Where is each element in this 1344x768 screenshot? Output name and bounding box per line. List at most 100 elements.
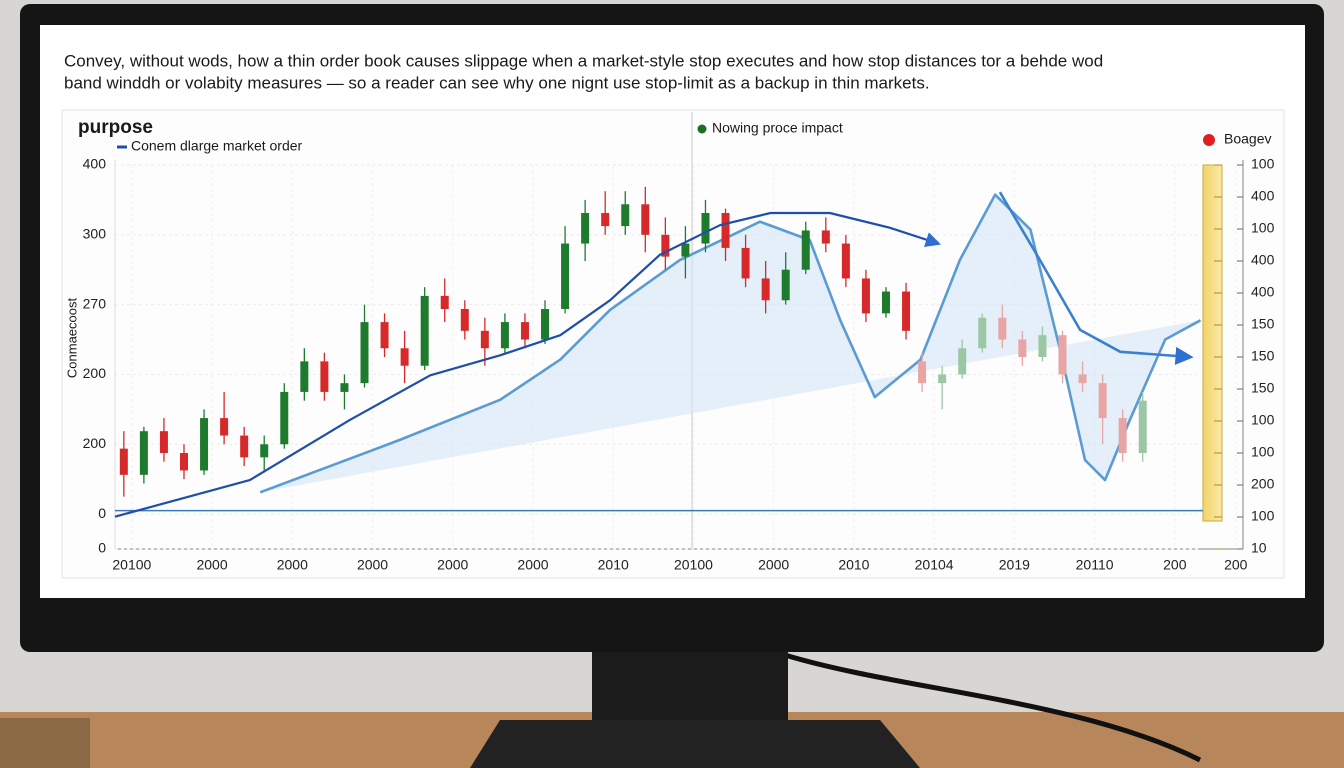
candle-body (621, 204, 630, 227)
monitor-base (470, 720, 920, 768)
candle-body (340, 383, 349, 392)
candle-body (958, 348, 967, 375)
candle-body (1038, 335, 1047, 357)
candle-body (280, 391, 289, 445)
candle-body (400, 348, 409, 366)
cable (784, 652, 1202, 763)
x-tick-label: 20110 (1076, 557, 1114, 573)
candle-body (159, 431, 168, 453)
chart-heading: purpose (78, 117, 153, 138)
candle-body (139, 431, 148, 475)
y-tick-label: 300 (83, 226, 107, 242)
candle-body (801, 230, 810, 270)
candle-body (420, 295, 429, 366)
candle-body (998, 317, 1007, 340)
x-tick-label: 20100 (112, 557, 151, 573)
line-series (259, 193, 1202, 494)
candle-body (701, 213, 710, 244)
candle-body (200, 418, 209, 471)
candle-body (918, 361, 927, 384)
candle-body (938, 374, 947, 384)
legend-dot (1203, 134, 1215, 146)
x-tick-label: 2000 (758, 557, 789, 573)
candle-body (1018, 339, 1027, 357)
candle-body (902, 291, 911, 331)
candle-body (721, 213, 730, 248)
x-tick-label: 2010 (838, 557, 869, 573)
candle-body (541, 309, 550, 340)
x-tick-label: 2000 (437, 557, 468, 573)
candle-body (440, 295, 449, 309)
x-tick-label: 2010 (598, 557, 629, 573)
candle-body (881, 291, 890, 314)
monitor-neck (592, 640, 788, 730)
candle-body (841, 243, 850, 279)
candle-body (1078, 374, 1087, 384)
legend-label: Nowing proce impact (712, 120, 843, 136)
candle-body (460, 309, 469, 331)
candle-body (741, 247, 750, 279)
candle-body (601, 213, 610, 227)
line-series (998, 191, 1194, 365)
x-tick-label: 2019 (999, 557, 1030, 573)
y2-tick-label: 100 (1251, 444, 1275, 460)
candle-body (480, 330, 489, 349)
y2-tick-label: 400 (1251, 252, 1275, 268)
y2-tick-label: 200 (1251, 476, 1275, 492)
y-tick-label: 0 (98, 540, 106, 556)
candle-body (1058, 335, 1067, 375)
candle-body (661, 234, 670, 257)
candle-body (641, 204, 650, 235)
legend-label: Conem dlarge market order (131, 138, 303, 154)
y-axis-label: Conmaecoost (64, 298, 79, 379)
y-tick-label: 200 (83, 365, 107, 381)
x-tick-label: 200 (1163, 557, 1187, 573)
x-tick-label: 200 (1224, 557, 1248, 573)
x-tick-label: 20100 (674, 557, 713, 573)
candle-body (179, 453, 188, 471)
candle-body (260, 444, 269, 458)
x-tick-label: 2000 (517, 557, 548, 573)
candle-body (380, 322, 389, 349)
candle-body (761, 278, 770, 301)
candle-body (821, 230, 830, 244)
candle-body (119, 448, 128, 475)
candle-body (300, 361, 309, 392)
y2-tick-label: 100 (1251, 508, 1275, 524)
candle-body (781, 269, 790, 301)
candle-body (1118, 418, 1127, 453)
y2-tick-label: 150 (1251, 316, 1275, 332)
y-tick-label: 270 (83, 295, 107, 311)
candle-body (681, 243, 690, 257)
ruler-bar (1202, 164, 1223, 522)
candle-body (861, 278, 870, 314)
y2-tick-label: 400 (1251, 284, 1275, 300)
candle-body (581, 213, 590, 244)
candle-body (360, 322, 369, 384)
title-line: Convey, without wods, how a thin order b… (64, 51, 1103, 70)
candle-body (240, 435, 249, 458)
candle-body (978, 317, 987, 349)
legend-dot (697, 124, 707, 134)
y2-tick-label: 100 (1251, 412, 1275, 428)
candle-body (500, 322, 509, 349)
candle-body (1098, 383, 1107, 419)
y2-tick-label: 150 (1251, 380, 1275, 396)
y-tick-label: 200 (83, 435, 107, 451)
x-tick-label: 20104 (915, 557, 954, 573)
line-series (114, 211, 942, 518)
y-tick-label: 400 (83, 156, 107, 172)
candle-body (520, 322, 529, 340)
x-tick-label: 2000 (196, 557, 227, 573)
title-line: band winddh or volabity measures — so a … (64, 73, 930, 92)
candle-body (220, 418, 229, 436)
y2-tick-label: 100 (1251, 220, 1275, 236)
candle-body (561, 243, 570, 309)
candle-body (320, 361, 329, 392)
y2-tick-label: 400 (1251, 188, 1275, 204)
x-tick-label: 2000 (357, 557, 388, 573)
y2-tick-label: 150 (1251, 348, 1275, 364)
x-tick-label: 2000 (277, 557, 308, 573)
